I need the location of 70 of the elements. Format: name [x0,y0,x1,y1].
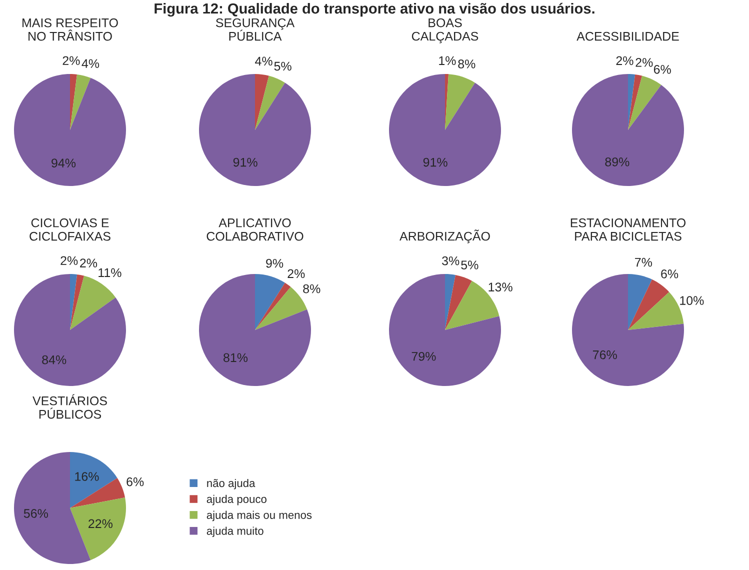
pie-slice [255,74,269,130]
data-label: 2% [80,258,98,268]
data-label: 91% [233,158,258,167]
data-label: 84% [42,355,66,364]
data-label: 2% [616,56,634,66]
pie-slice [70,74,78,130]
pie-slice [628,74,636,130]
pie-slice [445,274,456,330]
data-label: 76% [592,350,617,360]
pie-slice [70,274,78,330]
pie-slice [572,74,684,186]
pie-slice [389,74,501,186]
pie-slice [628,274,652,330]
pie-slice [70,276,116,330]
data-label: 2% [62,56,80,65]
chart-title: ARBORIZAÇÃO [400,230,490,244]
data-label: 9% [266,258,284,268]
data-label: 5% [461,260,478,270]
pie-slice [70,74,91,130]
pie-slice [70,452,118,508]
data-label: 6% [661,269,678,278]
pie-slice [255,76,286,130]
data-label: 22% [88,519,112,528]
chart-title: ESTACIONAMENTO PARA BICICLETAS [570,218,686,241]
pie-slice [628,279,670,330]
data-label: 2% [288,269,305,278]
pie-slice [445,274,472,330]
chart-title: MAIS RESPEITO NO TRÂNSITO [22,18,118,41]
legend-label: ajuda pouco [206,494,266,506]
chart-title: VESTIÁRIOS PÚBLICOS [32,394,107,419]
pie-slice [199,74,311,186]
chart-title: ACESSIBILIDADE [576,32,679,41]
data-label: 4% [255,56,272,66]
legend-label: ajuda muito [206,526,264,538]
data-label: 89% [605,157,630,166]
data-label: 3% [442,256,460,266]
pie-slice [628,74,642,130]
pie-slice [255,274,286,330]
chart-title: SEGURANÇA PÚBLICA [216,18,295,41]
data-label: 2% [636,58,653,67]
pie-slice [70,274,84,330]
data-label: 8% [458,60,476,68]
data-label: 10% [680,296,704,305]
data-label: 6% [126,477,144,486]
pie-slice [70,498,126,560]
chart-title: BOAS CALÇADAS [412,18,478,44]
data-label: 4% [82,59,100,68]
data-label: 8% [303,284,320,294]
data-label: 16% [75,472,99,481]
data-label: 56% [24,509,48,518]
legend-label: não ajuda [207,478,256,490]
chart-title: CICLOVIAS E CICLOFAIXAS [30,218,110,241]
chart-title: APLICATIVO COLABORATIVO [206,218,304,241]
pie-slice [445,74,476,130]
data-label: 2% [60,256,78,265]
data-label: 1% [439,56,456,66]
pie-slice [628,76,662,130]
data-label: 13% [488,282,512,292]
data-label: 6% [654,64,671,74]
data-label: 81% [224,353,248,362]
legend-label: ajuda mais ou menos [206,510,312,522]
data-label: 94% [52,158,76,168]
pie-slice [14,74,126,186]
data-label: 91% [423,158,448,167]
data-label: 79% [412,352,436,361]
text: Figura 12: Qualidade do transporte ativo na visão dos usuários. [154,2,594,17]
data-label: 7% [635,258,652,267]
data-label: 11% [98,268,122,278]
data-label: 5% [274,62,292,71]
pie-slice [255,282,291,330]
